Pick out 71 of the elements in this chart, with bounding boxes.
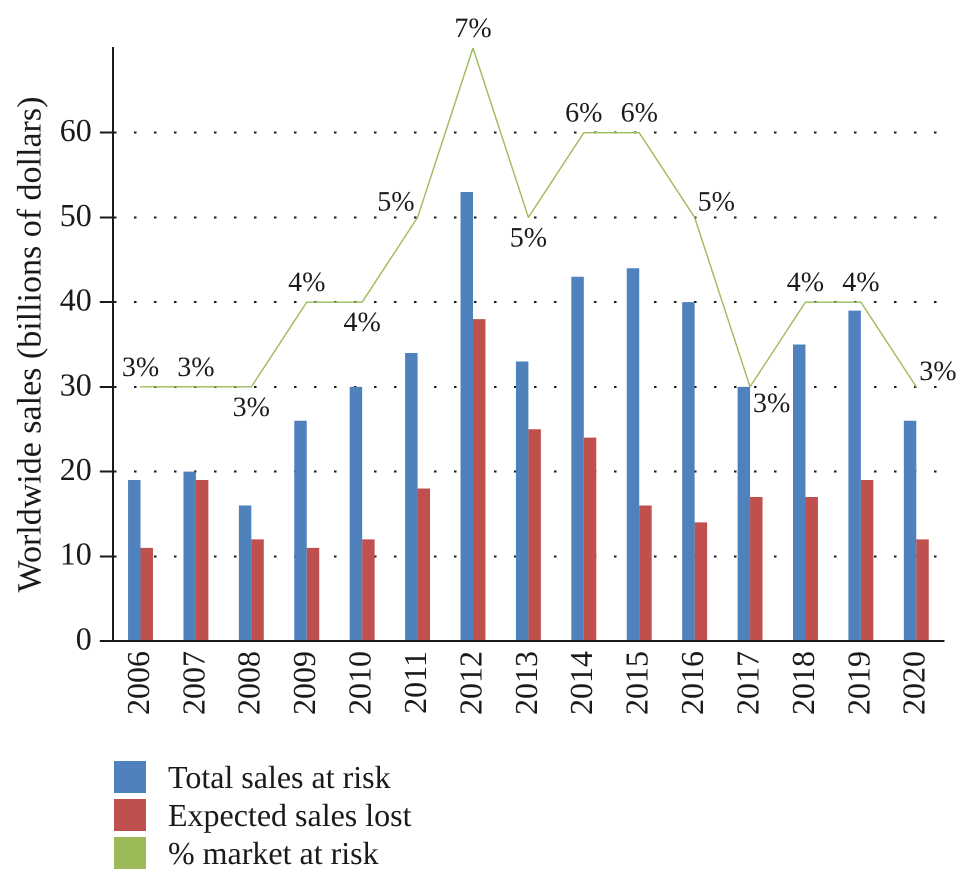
bar — [750, 496, 763, 640]
data-label: 3% — [919, 356, 957, 387]
bar — [405, 352, 418, 640]
bar — [848, 310, 861, 640]
bar — [362, 539, 375, 640]
bar — [805, 496, 818, 640]
x-tick-label: 2014 — [563, 651, 600, 715]
y-tick-label: 20 — [60, 450, 92, 487]
bar — [418, 488, 430, 640]
data-label: 6% — [620, 98, 658, 129]
bar — [571, 276, 584, 640]
bar — [916, 539, 929, 640]
bar — [472, 319, 486, 640]
bar — [694, 522, 708, 640]
bar — [793, 344, 806, 640]
legend-label: Total sales at risk — [168, 759, 391, 795]
bar — [350, 386, 362, 640]
x-tick-label: 2018 — [784, 651, 821, 715]
x-tick-label: 2007 — [175, 651, 212, 715]
bar — [183, 472, 196, 640]
bar — [251, 539, 264, 640]
x-tick-label: 2017 — [729, 651, 766, 715]
x-tick-label: 2008 — [230, 651, 267, 715]
legend-label: Expected sales lost — [168, 797, 412, 833]
data-label: 5% — [698, 186, 735, 218]
bar — [626, 268, 640, 640]
bar — [584, 438, 596, 640]
bar — [682, 302, 695, 640]
x-tick-label: 2010 — [342, 651, 378, 715]
x-tick-label: 2013 — [508, 651, 544, 715]
x-tick-label: 2015 — [618, 651, 655, 715]
bar — [306, 548, 320, 640]
y-tick-label: 10 — [60, 536, 92, 572]
bar — [860, 480, 874, 640]
y-tick-label: 0 — [76, 620, 92, 656]
data-label: 7% — [454, 13, 492, 44]
bar — [516, 361, 528, 640]
data-label: 3% — [177, 352, 215, 383]
y-tick-label: 60 — [60, 112, 92, 148]
data-label: 5% — [510, 222, 548, 254]
y-tick-label: 50 — [60, 196, 92, 233]
data-label: 4% — [344, 307, 381, 338]
bar — [140, 548, 153, 640]
data-label: 4% — [786, 267, 824, 298]
x-tick-label: 2012 — [452, 651, 488, 715]
y-tick-label: 40 — [60, 282, 92, 318]
bar — [639, 505, 652, 640]
bar — [128, 480, 141, 640]
bar — [294, 420, 307, 640]
x-tick-label: 2006 — [120, 651, 156, 715]
bar — [528, 429, 541, 640]
x-tick-label: 2019 — [840, 651, 876, 715]
legend-label: % market at risk — [168, 835, 379, 871]
data-label: 4% — [288, 267, 326, 298]
x-tick-label: 2011 — [396, 651, 433, 714]
y-axis-title: Worldwide sales (billions of dollars) — [11, 96, 48, 592]
x-tick-label: 2020 — [896, 651, 932, 715]
bar — [904, 420, 916, 640]
bar — [460, 192, 473, 640]
data-label: 6% — [565, 98, 602, 129]
y-tick-label: 30 — [60, 366, 92, 402]
bar — [238, 505, 252, 640]
data-label: 3% — [753, 388, 790, 419]
x-tick-label: 2009 — [286, 651, 322, 715]
data-label: 3% — [122, 352, 160, 383]
bar — [196, 480, 208, 640]
data-label: 3% — [232, 392, 270, 423]
data-label: 4% — [842, 267, 880, 298]
x-tick-label: 2016 — [674, 651, 710, 715]
bar — [738, 386, 750, 640]
data-label: 5% — [377, 186, 415, 218]
